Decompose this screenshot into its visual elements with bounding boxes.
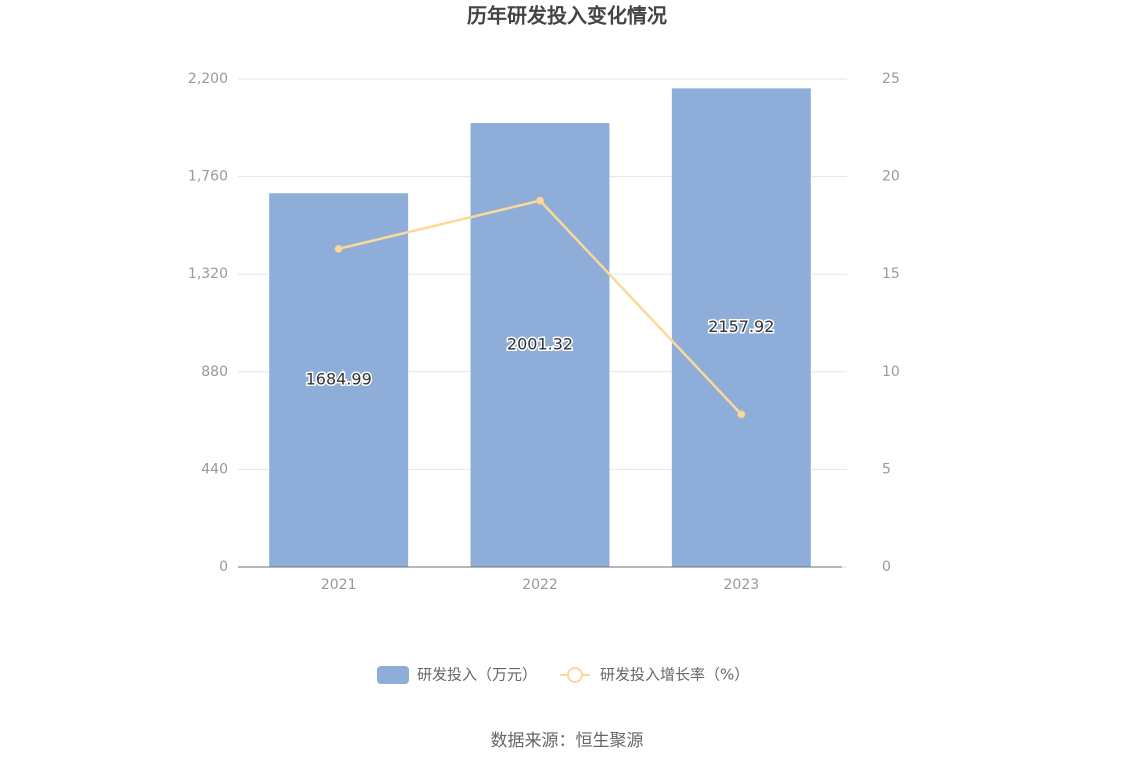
x-tick-label: 2022 [522,577,558,593]
y-tick-label: 880 [201,364,228,380]
legend-swatch [567,667,584,683]
legend-swatch [377,666,409,684]
x-tick-label: 2021 [321,577,357,593]
data-label: 2157.92 [708,317,774,336]
y2-tick-label: 10 [882,364,900,380]
y-tick-label: 0 [219,559,228,575]
source-note: 数据来源：恒生聚源 [491,731,644,751]
legend-label: 研发投入（万元） [417,666,537,684]
data-label: 2001.32 [507,335,573,354]
y-tick-label: 2,200 [188,71,228,87]
y-tick-label: 1,760 [188,169,228,185]
line-point [536,196,544,205]
legend-label: 研发投入增长率（%） [600,666,749,684]
y-tick-label: 1,320 [188,266,228,282]
line-point [737,410,746,419]
y2-tick-label: 20 [882,169,900,185]
line-point [334,244,343,253]
bar [671,88,811,567]
bar [269,193,409,567]
chart-title: 历年研发投入变化情况 [467,4,667,28]
data-label: 1684.99 [306,370,372,389]
y-tick-label: 440 [201,461,228,477]
x-tick-label: 2023 [724,577,760,593]
y2-tick-label: 25 [882,71,900,87]
y2-tick-label: 15 [882,266,900,282]
y2-tick-label: 5 [882,461,891,477]
y2-tick-label: 0 [882,559,891,575]
